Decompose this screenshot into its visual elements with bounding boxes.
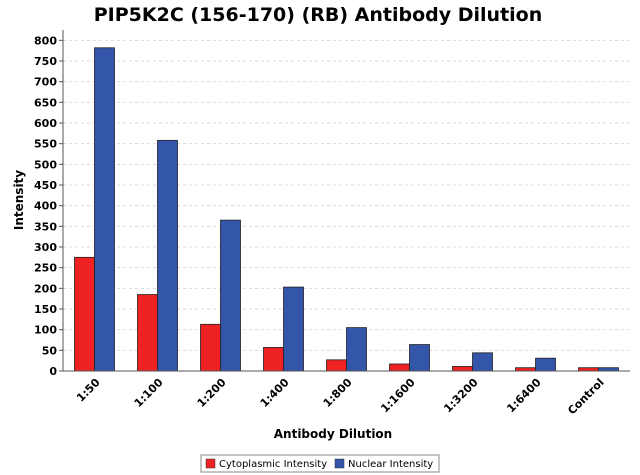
legend-box — [200, 454, 440, 473]
x-tick-label: 1:800 — [321, 376, 355, 410]
axes — [62, 30, 630, 372]
y-tick-label: 350 — [34, 220, 57, 233]
bar-nuclear-1-3200 — [472, 352, 493, 372]
x-tick-label: 1:200 — [195, 376, 229, 410]
y-tick-label: 250 — [34, 262, 57, 275]
y-tick-label: 450 — [34, 179, 57, 192]
x-tick-label: 1:1600 — [378, 376, 418, 416]
y-tick-label: 650 — [34, 96, 57, 109]
legend: Cytoplasmic Intensity Nuclear Intensity — [200, 454, 440, 473]
x-axis-label: Antibody Dilution — [274, 427, 392, 441]
y-tick-label: 400 — [34, 200, 57, 213]
bar-nuclear-1-800 — [346, 327, 367, 372]
x-tick-label: 1:50 — [74, 376, 103, 405]
bar-nuclear-1-100 — [157, 139, 178, 372]
legend-swatch-cytoplasmic — [205, 458, 216, 469]
bar-nuclear-1-200 — [220, 219, 241, 372]
bar-nuclear-1-400 — [283, 286, 304, 372]
y-tick-label: 100 — [34, 324, 57, 337]
bar-nuclear-1-1600 — [409, 344, 430, 372]
legend-swatch-nuclear — [334, 458, 345, 469]
y-tick-label: 800 — [34, 34, 57, 47]
x-tick-label: Control — [565, 376, 606, 417]
x-ticks: 1:50 1:100 1:200 1:400 1:800 1:1600 1:3200 1:64… — [74, 376, 607, 418]
x-tick-label: 1:6400 — [504, 376, 544, 416]
y-tick-label: 750 — [34, 55, 57, 68]
y-tick-label: 700 — [34, 76, 57, 89]
bar-cytoplasmic-1-100 — [137, 294, 158, 372]
y-tick-label: 300 — [34, 241, 57, 254]
y-tick-label: 500 — [34, 158, 57, 171]
bar-nuclear-1-50 — [94, 47, 115, 372]
y-tick-label: 0 — [49, 365, 57, 378]
y-tick-label: 200 — [34, 282, 57, 295]
bar-cytoplasmic-1-800 — [326, 359, 347, 372]
chart-title: PIP5K2C (156-170) (RB) Antibody Dilution — [94, 4, 543, 26]
bar-cytoplasmic-1-400 — [263, 347, 284, 372]
bar-cytoplasmic-1-200 — [200, 323, 221, 372]
x-tick-label: 1:3200 — [441, 376, 481, 416]
bars — [74, 47, 619, 372]
grid — [63, 39, 630, 351]
x-tick-label: 1:100 — [132, 376, 166, 410]
legend-label-nuclear: Nuclear Intensity — [348, 459, 433, 470]
bar-cytoplasmic-1-50 — [74, 256, 95, 372]
legend-label-cytoplasmic: Cytoplasmic Intensity — [219, 459, 327, 470]
x-tick-label: 1:400 — [258, 376, 292, 410]
y-tick-label: 550 — [34, 138, 57, 151]
y-tick-label: 600 — [34, 117, 57, 130]
bar-cytoplasmic-1-3200 — [452, 366, 473, 372]
y-tick-label: 150 — [34, 303, 57, 316]
bar-nuclear-1-6400 — [535, 357, 556, 372]
y-ticks: 0 50 100 150 200 250 300 350 400 450 500 550 600 650 7… — [34, 34, 63, 378]
y-tick-label: 50 — [42, 344, 58, 357]
y-axis-label: Intensity — [12, 170, 26, 230]
bar-cytoplasmic-1-1600 — [389, 363, 410, 372]
